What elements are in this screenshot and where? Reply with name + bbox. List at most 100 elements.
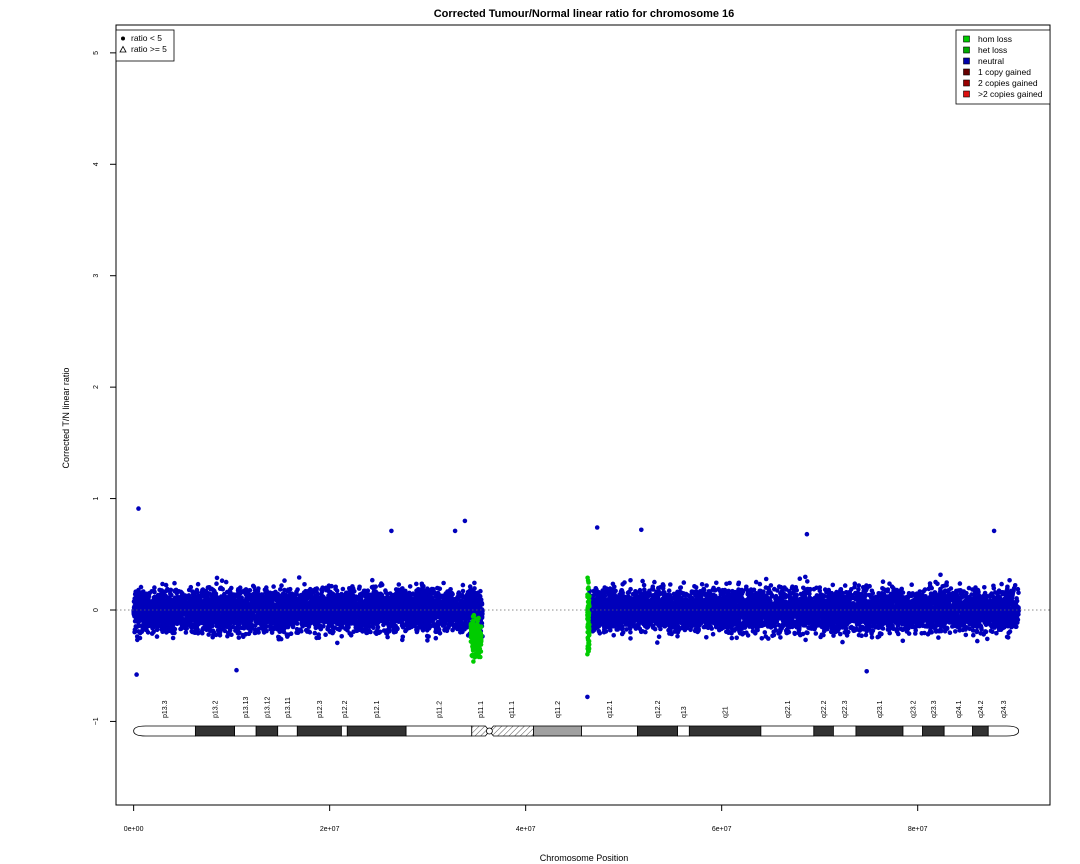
data-point xyxy=(158,618,164,624)
data-point xyxy=(391,594,397,599)
data-point xyxy=(176,616,182,621)
data-point xyxy=(443,607,448,612)
data-point xyxy=(374,616,380,621)
data-point xyxy=(430,614,436,619)
data-point xyxy=(214,575,220,581)
data-point xyxy=(222,628,228,634)
data-point xyxy=(350,613,356,618)
data-point xyxy=(416,625,422,630)
data-point xyxy=(227,628,233,633)
data-point xyxy=(217,613,222,618)
data-point xyxy=(384,631,389,636)
data-point xyxy=(396,619,402,624)
data-point xyxy=(153,610,159,616)
data-point xyxy=(403,591,409,597)
data-point xyxy=(283,603,289,609)
data-point xyxy=(154,634,160,639)
data-point xyxy=(472,580,477,586)
data-point xyxy=(442,618,448,624)
data-point xyxy=(357,604,363,609)
data-point xyxy=(310,603,316,609)
data-point xyxy=(194,587,200,593)
data-point xyxy=(318,624,324,629)
data-point xyxy=(323,632,328,637)
data-point xyxy=(228,590,233,595)
data-point xyxy=(172,630,177,636)
data-point xyxy=(131,610,136,616)
data-point xyxy=(189,600,194,605)
data-point xyxy=(251,592,256,598)
data-point xyxy=(186,587,192,593)
data-point xyxy=(135,637,140,643)
data-point xyxy=(393,587,399,592)
data-point xyxy=(375,625,381,630)
data-point xyxy=(454,605,460,611)
data-point xyxy=(425,586,430,591)
data-point xyxy=(419,593,425,598)
data-point xyxy=(206,632,211,637)
data-point xyxy=(203,605,209,610)
data-point xyxy=(999,581,1004,587)
data-point xyxy=(431,598,437,603)
data-point xyxy=(236,635,242,640)
data-point xyxy=(133,589,138,594)
data-point xyxy=(414,620,420,626)
data-point xyxy=(235,610,240,616)
data-point xyxy=(346,618,352,623)
data-point xyxy=(393,598,398,604)
data-point xyxy=(205,585,211,590)
data-point xyxy=(348,605,353,611)
data-point xyxy=(214,581,219,586)
data-point xyxy=(399,588,404,593)
data-point xyxy=(238,596,244,602)
data-point xyxy=(138,595,143,601)
data-point xyxy=(367,601,373,607)
data-point xyxy=(271,608,277,614)
data-point xyxy=(303,597,309,602)
data-point xyxy=(232,619,237,624)
data-point xyxy=(344,623,350,629)
data-point xyxy=(260,625,266,631)
data-point xyxy=(313,625,319,631)
data-point xyxy=(295,612,300,618)
data-point xyxy=(366,593,371,599)
data-point xyxy=(137,630,143,636)
data-point xyxy=(350,593,356,598)
data-point xyxy=(405,624,410,629)
data-point xyxy=(277,635,282,640)
data-point xyxy=(240,589,246,595)
data-point xyxy=(214,604,220,610)
data-point xyxy=(228,597,233,602)
data-point xyxy=(141,627,147,632)
data-point xyxy=(342,599,347,605)
data-point xyxy=(182,593,187,598)
data-point xyxy=(266,592,272,597)
data-point xyxy=(227,613,232,619)
data-point xyxy=(295,587,300,592)
data-point xyxy=(182,601,188,606)
data-point xyxy=(211,587,216,593)
data-point xyxy=(331,597,337,603)
data-point xyxy=(195,581,201,587)
data-points xyxy=(131,506,1021,700)
data-point xyxy=(215,620,220,626)
data-point xyxy=(131,599,137,604)
data-point xyxy=(311,590,316,595)
data-point xyxy=(423,620,429,625)
data-point xyxy=(249,626,255,631)
data-point xyxy=(132,603,137,609)
data-point xyxy=(449,609,454,615)
data-point xyxy=(213,632,219,638)
data-point xyxy=(278,587,283,592)
data-point xyxy=(152,589,157,595)
data-point xyxy=(286,622,292,628)
data-point xyxy=(476,604,482,610)
data-point xyxy=(439,600,444,606)
data-point xyxy=(280,596,286,601)
data-point xyxy=(282,610,287,616)
data-point xyxy=(161,613,167,618)
data-point xyxy=(305,611,311,617)
data-point xyxy=(456,616,462,621)
data-point xyxy=(399,597,405,602)
